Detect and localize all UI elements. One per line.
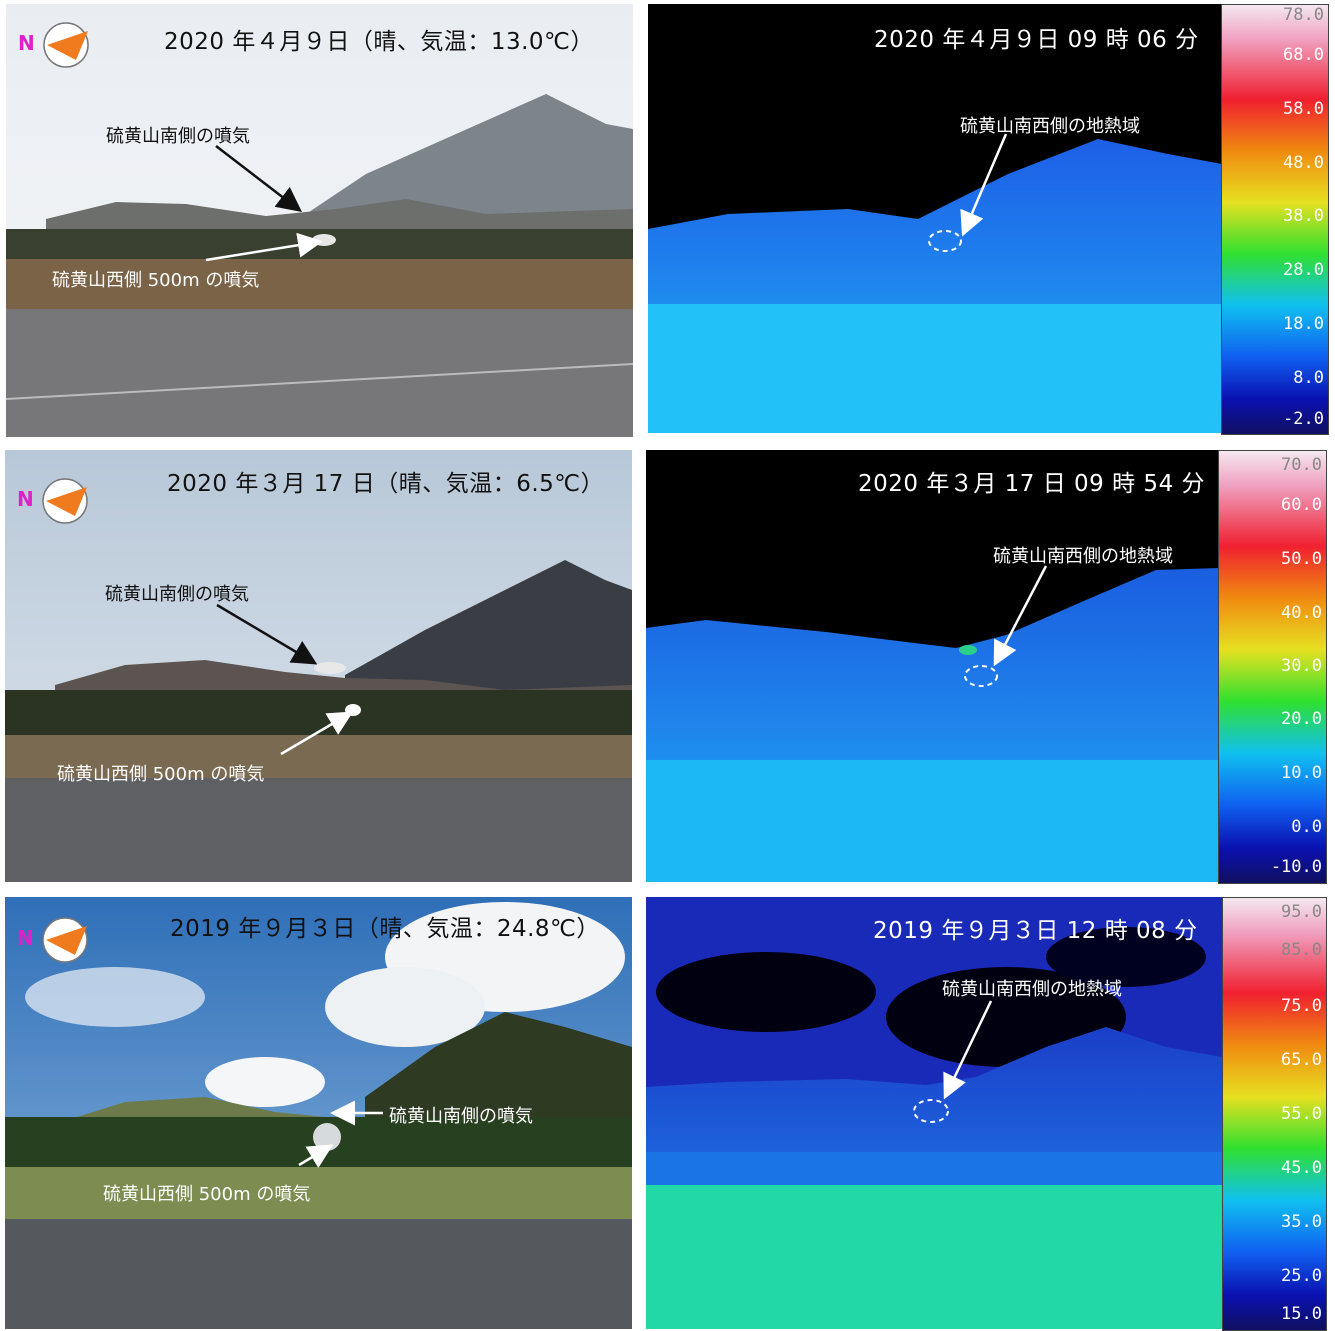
landscape-photo	[6, 4, 633, 437]
thermal-panel-2019-09-03: 2019 年９月３日 12 時 08 分 硫黄山南西側の地熱域	[646, 897, 1222, 1329]
scale-tick: 75.0	[1281, 996, 1322, 1016]
scale-tick: 25.0	[1281, 1266, 1322, 1286]
svg-text:N: N	[17, 926, 34, 950]
scale-tick: 58.0	[1283, 99, 1324, 119]
scale-tick: 50.0	[1281, 549, 1322, 569]
scale-tick: 28.0	[1283, 260, 1324, 280]
scale-tick: 55.0	[1281, 1104, 1322, 1124]
scale-tick: 0.0	[1291, 817, 1322, 837]
thermal-title: 2019 年９月３日 12 時 08 分	[873, 918, 1198, 944]
landscape-photo	[5, 897, 632, 1329]
color-scale-bar: 78.0 68.0 58.0 48.0 38.0 28.0 18.0 8.0 -…	[1221, 4, 1329, 435]
north-arrow-compass-icon: N	[16, 20, 96, 70]
scale-tick: -10.0	[1270, 857, 1322, 877]
scale-tick: 20.0	[1281, 709, 1322, 729]
label-west-fumarole: 硫黄山西側 500m の噴気	[57, 764, 265, 785]
scale-tick: 85.0	[1281, 940, 1322, 960]
photo-panel-2020-04-09: N 2020 年４月９日（晴、気温：13.0℃） 硫黄山南側の噴気 硫黄山西側 …	[6, 4, 633, 437]
svg-text:N: N	[17, 487, 34, 511]
color-scale-bar: 70.0 60.0 50.0 40.0 30.0 20.0 10.0 0.0 -…	[1218, 450, 1327, 884]
label-south-fumarole: 硫黄山南側の噴気	[106, 126, 250, 147]
thermal-panel-2020-03-17: 2020 年３月 17 日 09 時 54 分 硫黄山南西側の地熱域	[646, 450, 1219, 882]
label-geothermal-area: 硫黄山南西側の地熱域	[993, 546, 1173, 567]
scale-tick: 60.0	[1281, 495, 1322, 515]
color-scale-bar: 95.0 85.0 75.0 65.0 55.0 45.0 35.0 25.0 …	[1222, 897, 1327, 1331]
scale-tick: 40.0	[1281, 603, 1322, 623]
svg-text:N: N	[18, 31, 35, 55]
photo-panel-2019-09-03: N 2019 年９月３日（晴、気温：24.8℃） 硫黄山南側の噴気 硫黄山西側 …	[5, 897, 632, 1329]
photo-title: 2019 年９月３日（晴、気温：24.8℃）	[170, 916, 600, 942]
scale-tick: 68.0	[1283, 45, 1324, 65]
scale-tick: 38.0	[1283, 206, 1324, 226]
scale-tick: 45.0	[1281, 1158, 1322, 1178]
north-arrow-compass-icon: N	[15, 476, 95, 526]
label-west-fumarole: 硫黄山西側 500m の噴気	[52, 270, 260, 291]
label-south-fumarole: 硫黄山南側の噴気	[389, 1106, 533, 1127]
scale-tick: 15.0	[1281, 1304, 1322, 1324]
scale-tick: 8.0	[1293, 368, 1324, 388]
scale-tick: 65.0	[1281, 1050, 1322, 1070]
north-arrow-compass-icon: N	[15, 915, 95, 965]
thermal-image	[646, 897, 1222, 1329]
scale-tick: 95.0	[1281, 902, 1322, 922]
photo-title: 2020 年３月 17 日（晴、気温：6.5℃）	[167, 471, 605, 497]
thermal-image	[648, 4, 1222, 433]
landscape-photo	[5, 450, 632, 882]
label-west-fumarole: 硫黄山西側 500m の噴気	[103, 1184, 311, 1205]
scale-tick: 30.0	[1281, 656, 1322, 676]
thermal-title: 2020 年４月９日 09 時 06 分	[874, 27, 1199, 53]
scale-tick: -2.0	[1283, 409, 1324, 429]
photo-title: 2020 年４月９日（晴、気温：13.0℃）	[164, 29, 594, 55]
photo-panel-2020-03-17: N 2020 年３月 17 日（晴、気温：6.5℃） 硫黄山南側の噴気 硫黄山西…	[5, 450, 632, 882]
label-geothermal-area: 硫黄山南西側の地熱域	[942, 979, 1122, 1000]
scale-tick: 78.0	[1283, 5, 1324, 25]
label-geothermal-area: 硫黄山南西側の地熱域	[960, 116, 1140, 137]
scale-tick: 48.0	[1283, 153, 1324, 173]
scale-tick: 70.0	[1281, 455, 1322, 475]
thermal-title: 2020 年３月 17 日 09 時 54 分	[858, 471, 1206, 497]
scale-tick: 35.0	[1281, 1212, 1322, 1232]
scale-tick: 10.0	[1281, 763, 1322, 783]
scale-tick: 18.0	[1283, 314, 1324, 334]
thermal-panel-2020-04-09: 2020 年４月９日 09 時 06 分 硫黄山南西側の地熱域	[648, 4, 1222, 433]
thermal-image	[646, 450, 1219, 882]
label-south-fumarole: 硫黄山南側の噴気	[105, 584, 249, 605]
